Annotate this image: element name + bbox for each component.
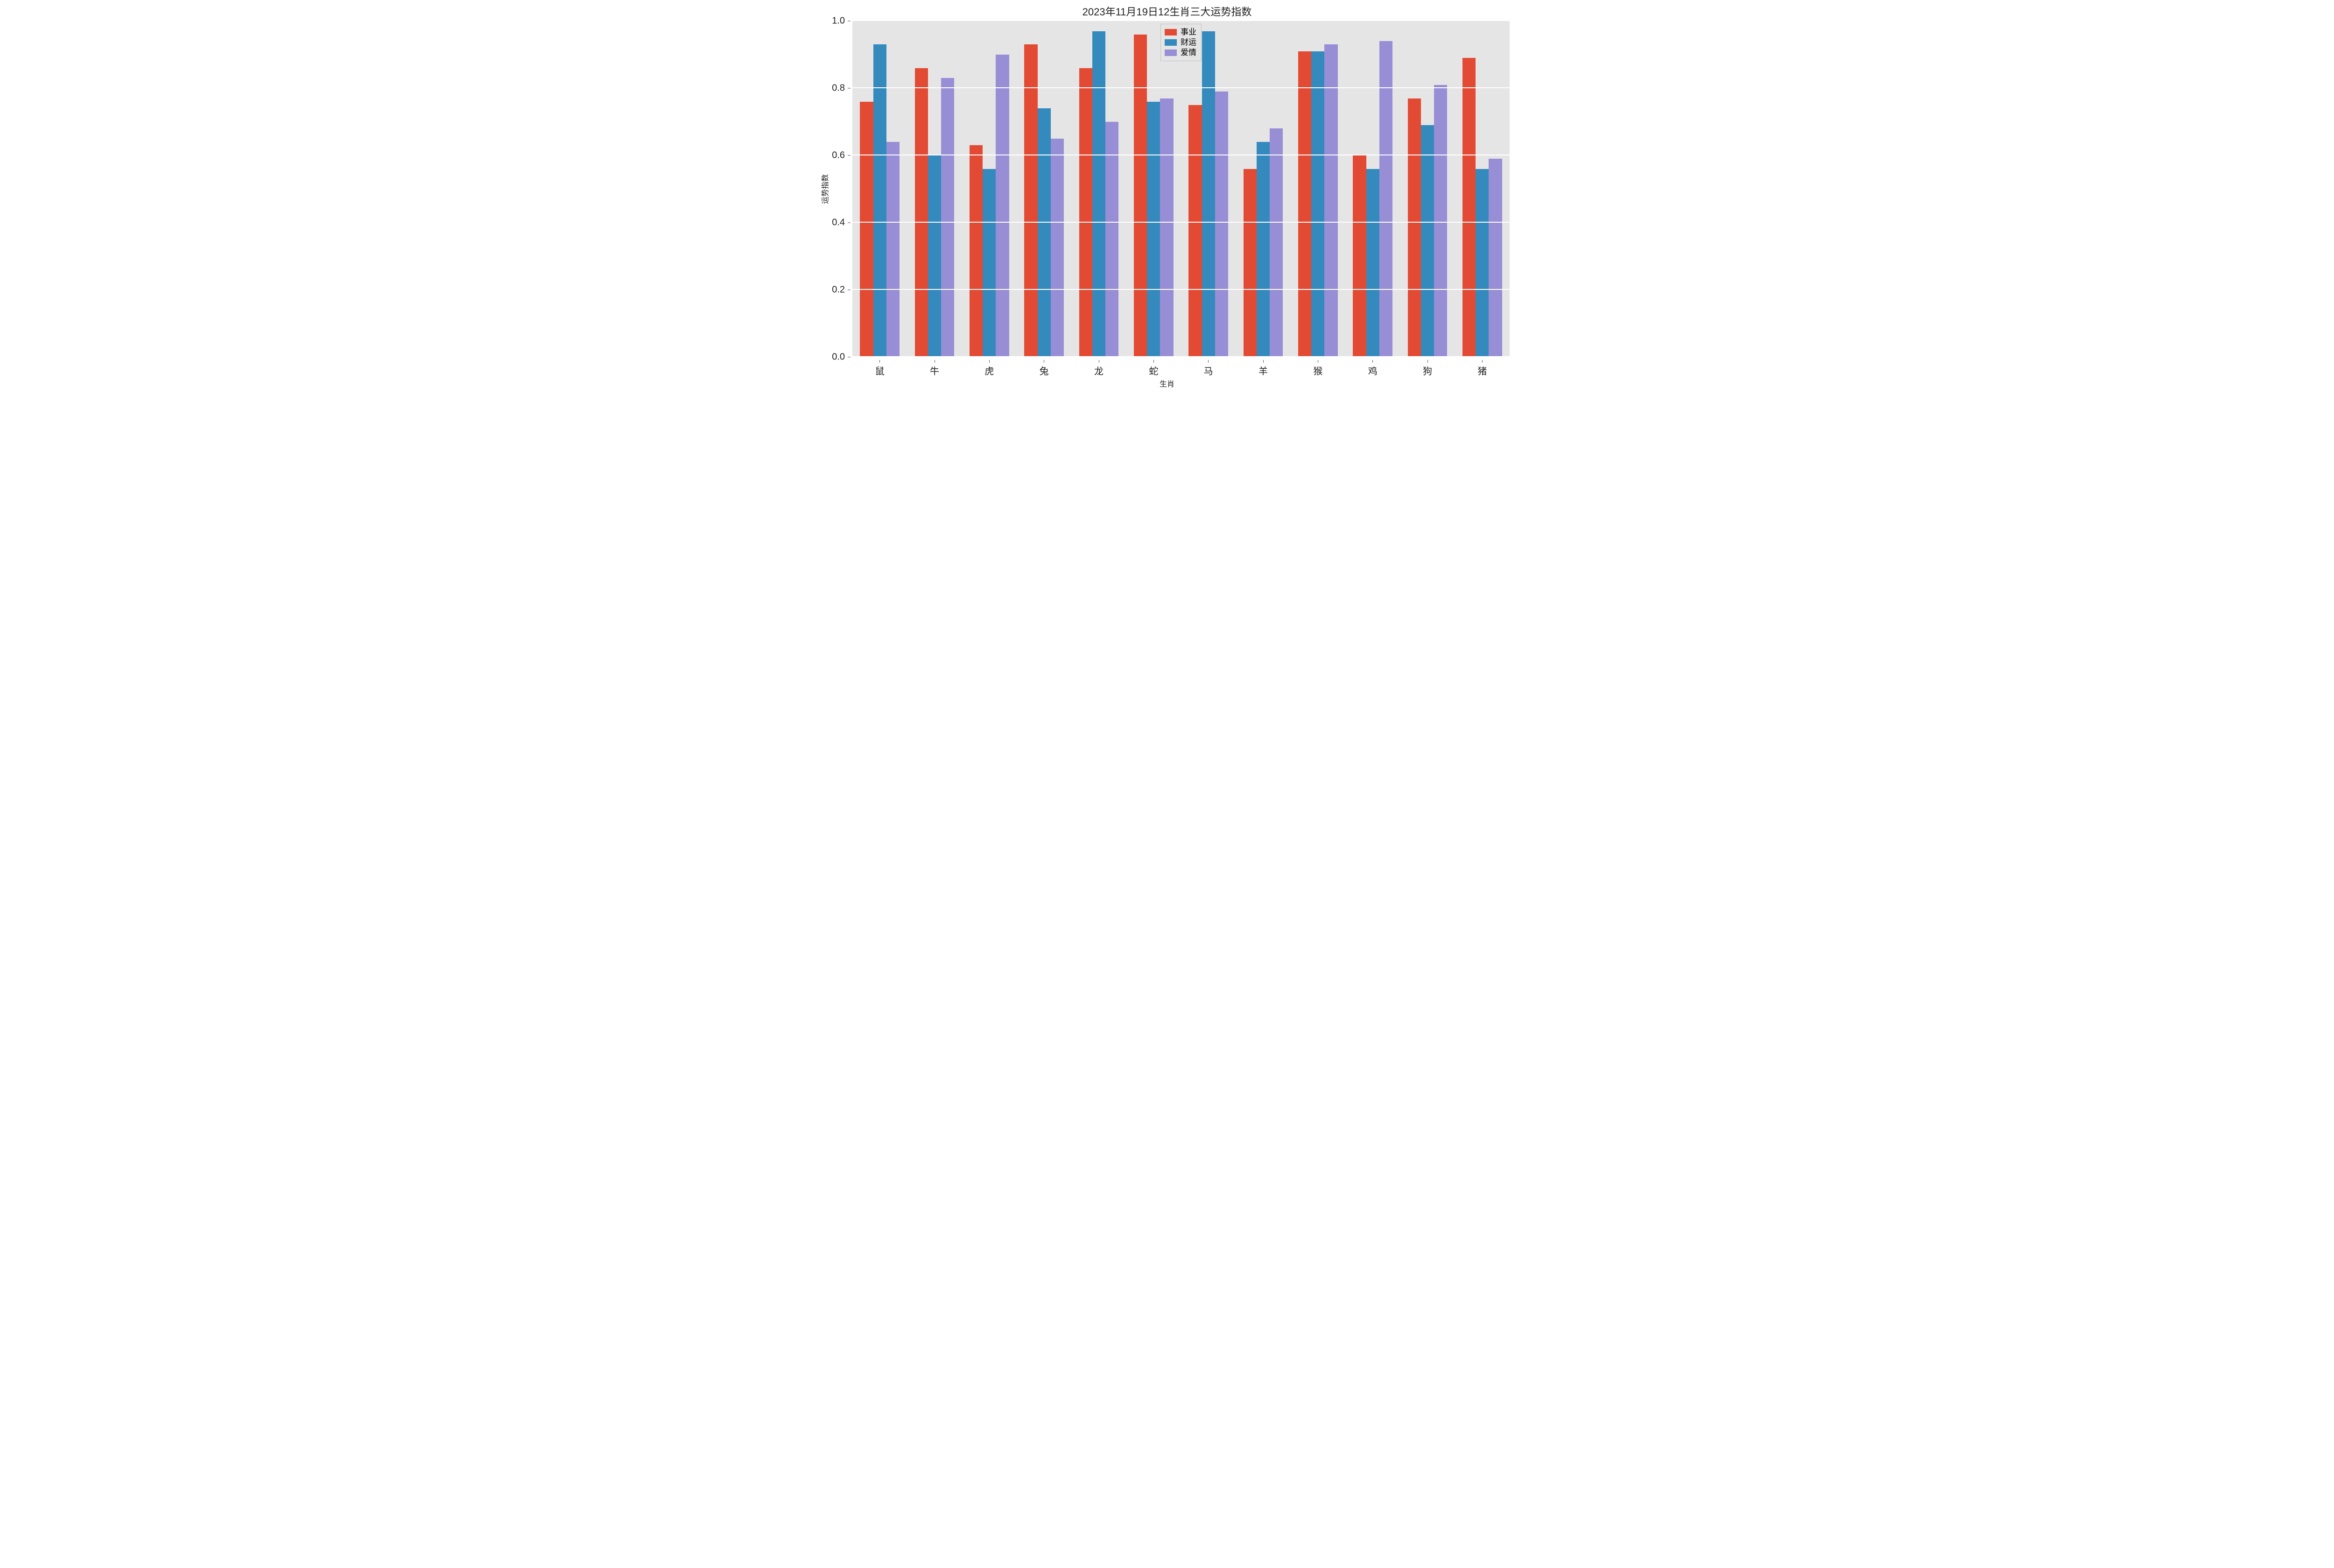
bar bbox=[1092, 31, 1105, 357]
x-tick-label: 龙 bbox=[1094, 360, 1104, 377]
x-tick-label: 鸡 bbox=[1368, 360, 1378, 377]
y-axis-label: 运势指数 bbox=[819, 174, 830, 204]
bar bbox=[1038, 108, 1051, 357]
bar bbox=[1421, 125, 1434, 357]
x-tick-label: 羊 bbox=[1258, 360, 1268, 377]
bar bbox=[1134, 35, 1147, 357]
grid-line bbox=[852, 222, 1510, 223]
x-tick-label: 兔 bbox=[1040, 360, 1049, 377]
bar bbox=[1079, 68, 1092, 357]
plot-area: 0.00.20.40.60.81.0 运势指数 事业财运爱情 bbox=[852, 21, 1510, 357]
chart-title: 2023年11月19日12生肖三大运势指数 bbox=[810, 4, 1524, 19]
y-tick-label: 1.0 bbox=[832, 16, 851, 27]
legend-item: 爱情 bbox=[1165, 48, 1196, 58]
grid-line bbox=[852, 20, 1510, 21]
bar bbox=[1202, 31, 1215, 357]
x-tick-label: 猪 bbox=[1477, 360, 1487, 377]
bar bbox=[1298, 51, 1311, 357]
bar bbox=[1270, 128, 1283, 357]
x-tick-label: 虎 bbox=[984, 360, 994, 377]
bar bbox=[1215, 91, 1228, 357]
bar bbox=[1051, 139, 1064, 357]
bar bbox=[1462, 58, 1476, 357]
y-tick-label: 0.8 bbox=[832, 83, 851, 94]
grid-line bbox=[852, 289, 1510, 290]
legend-label: 事业 bbox=[1181, 27, 1196, 37]
bar bbox=[1257, 142, 1270, 357]
x-tick-label: 牛 bbox=[930, 360, 939, 377]
bar bbox=[1408, 98, 1421, 357]
bar bbox=[915, 68, 928, 357]
x-axis-ticks: 鼠牛虎兔龙蛇马羊猴鸡狗猪 bbox=[852, 357, 1510, 377]
bar bbox=[886, 142, 900, 357]
bar bbox=[941, 78, 954, 357]
x-tick-label: 马 bbox=[1204, 360, 1213, 377]
bar bbox=[1434, 85, 1447, 357]
x-tick-label: 鼠 bbox=[875, 360, 885, 377]
y-tick-label: 0.4 bbox=[832, 218, 851, 228]
bar bbox=[860, 102, 873, 357]
x-tick-label: 蛇 bbox=[1149, 360, 1158, 377]
bar bbox=[1324, 44, 1337, 357]
legend-label: 财运 bbox=[1181, 37, 1196, 48]
bar bbox=[1379, 41, 1392, 357]
bar bbox=[983, 169, 996, 357]
grid-line bbox=[852, 87, 1510, 88]
bar bbox=[1244, 169, 1257, 357]
bar bbox=[1160, 98, 1173, 357]
bar bbox=[1024, 44, 1037, 357]
bar bbox=[970, 145, 983, 357]
bar bbox=[1147, 102, 1160, 357]
bar bbox=[873, 44, 886, 357]
legend-swatch bbox=[1165, 49, 1177, 56]
chart-container: 2023年11月19日12生肖三大运势指数 0.00.20.40.60.81.0… bbox=[810, 0, 1524, 389]
bar bbox=[1353, 155, 1366, 357]
bars-layer bbox=[852, 21, 1510, 357]
bar bbox=[928, 155, 941, 357]
bar bbox=[996, 55, 1009, 357]
bar bbox=[1476, 169, 1489, 357]
legend-item: 财运 bbox=[1165, 37, 1196, 48]
bar bbox=[1311, 51, 1324, 357]
y-tick-label: 0.6 bbox=[832, 150, 851, 161]
legend-item: 事业 bbox=[1165, 27, 1196, 37]
x-tick-label: 猴 bbox=[1313, 360, 1322, 377]
legend-swatch bbox=[1165, 29, 1177, 35]
x-tick-label: 狗 bbox=[1423, 360, 1432, 377]
bar bbox=[1105, 122, 1118, 357]
bar bbox=[1188, 105, 1202, 357]
y-tick-label: 0.2 bbox=[832, 285, 851, 295]
y-tick-label: 0.0 bbox=[832, 352, 851, 363]
legend-swatch bbox=[1165, 39, 1177, 46]
bar bbox=[1489, 159, 1502, 357]
bar bbox=[1366, 169, 1379, 357]
x-axis-label: 生肖 bbox=[810, 378, 1524, 389]
legend: 事业财运爱情 bbox=[1160, 24, 1202, 61]
legend-label: 爱情 bbox=[1181, 48, 1196, 58]
